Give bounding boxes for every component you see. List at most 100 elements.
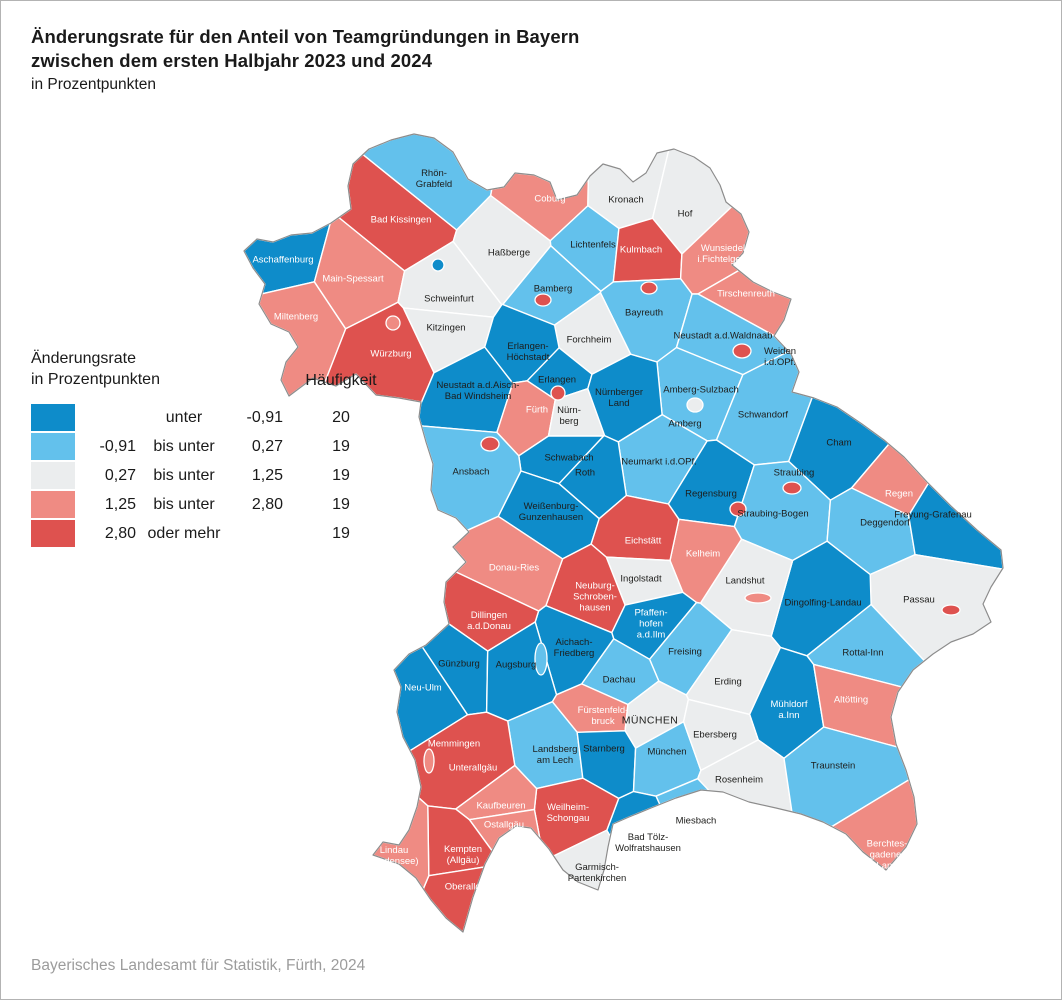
district-label-garmisch-partenkirchen: Garmisch-Partenkirchen xyxy=(568,862,627,884)
district-label-nuernberger-land: Nürnberger Land xyxy=(595,387,643,409)
district-label-weiden: Weiden i.d.OPf. xyxy=(764,346,796,368)
district-label-hassberge: Haßberge xyxy=(488,248,530,259)
page-header: Änderungsrate für den Anteil von Teamgrü… xyxy=(31,25,579,95)
district-label-berchtesgadener-land: Berchtes-gadener Land xyxy=(867,839,908,872)
district-label-cham: Cham xyxy=(826,438,851,449)
district-label-straubing: Straubing xyxy=(774,468,815,479)
district-label-muehldorf: Mühldorf a.Inn xyxy=(771,699,808,721)
district-label-neumarkt: Neumarkt i.d.OPf. xyxy=(621,457,697,468)
district-label-erding: Erding xyxy=(714,677,741,688)
district-label-starnberg: Starnberg xyxy=(583,744,625,755)
district-label-dingolfing-landau: Dingolfing-Landau xyxy=(784,598,861,609)
district-label-forchheim: Forchheim xyxy=(567,335,612,346)
district-label-guenzburg: Günzburg xyxy=(438,659,480,670)
city-spot-fuerth-city xyxy=(550,385,566,401)
district-label-eichstaett: Eichstätt xyxy=(625,536,662,547)
city-spot-schweinfurt-city xyxy=(431,258,445,272)
district-label-dillingen: Dillingen a.d.Donau xyxy=(467,610,511,632)
district-label-kulmbach: Kulmbach xyxy=(620,245,662,256)
legend-class-frequency-1: 19 xyxy=(332,437,350,455)
district-label-landsberg: Landsberg am Lech xyxy=(533,744,578,766)
legend-class-from-1: -0,91 xyxy=(99,437,136,455)
legend-class-to-2: 1,25 xyxy=(251,466,283,484)
city-spot-bamberg-city xyxy=(534,293,552,307)
city-spot-amberg-city xyxy=(686,397,704,413)
legend-class-to-3: 2,80 xyxy=(251,495,283,513)
map-district-labels: Aschaffenburg Miltenberg Main-Spessart Bad … xyxy=(252,168,971,893)
legend-class-frequency-0: 20 xyxy=(332,408,350,426)
district-label-unterallgaeu: Unterallgäu xyxy=(449,763,498,774)
city-spot-ansbach-city xyxy=(480,436,500,452)
legend-heading-line2: in Prozentpunkten xyxy=(31,371,160,388)
legend-class-frequency-4: 19 xyxy=(332,524,350,542)
district-label-altoetting: Altötting xyxy=(834,695,868,706)
district-label-erlangen: Erlangen xyxy=(538,375,576,386)
legend-class-to-0: -0,91 xyxy=(246,408,283,426)
district-label-passau: Passau xyxy=(903,595,935,606)
legend-class-relation-0: unter xyxy=(165,408,203,426)
district-label-oberallgaeu: Oberallgäu xyxy=(445,882,491,893)
district-label-neustadt-waldnaab: Neustadt a.d.Waldnaab xyxy=(674,331,773,342)
district-label-neustadt-aisch: Neustadt a.d.Aisch-Bad Windsheim xyxy=(437,380,520,402)
district-label-main-spessart: Main-Spessart xyxy=(322,274,384,285)
district-label-ingolstadt: Ingolstadt xyxy=(620,574,662,585)
district-label-lindau: Lindau (Bodensee) xyxy=(369,845,418,867)
district-label-rosenheim: Rosenheim xyxy=(715,775,763,786)
district-label-ostallgaeu: Ostallgäu xyxy=(484,820,524,831)
legend-color-swatch-2 xyxy=(31,462,75,489)
district-label-neu-ulm: Neu-Ulm xyxy=(404,683,442,694)
district-label-ansbach: Ansbach xyxy=(453,467,490,478)
district-label-amberg: Amberg xyxy=(668,419,701,430)
district-label-bamberg: Bamberg xyxy=(534,284,573,295)
legend-grid: Änderungsrate in Prozentpunkten Häufigke… xyxy=(31,350,399,547)
district-label-regen: Regen xyxy=(885,489,913,500)
map-districts xyxy=(243,133,1004,933)
district-label-kempten: Kempten (Allgäu) xyxy=(444,844,482,866)
map-state-outline xyxy=(243,133,1004,933)
district-label-hof: Hof xyxy=(678,209,693,220)
district-label-kitzingen: Kitzingen xyxy=(426,323,465,334)
city-spot-regensburg-city xyxy=(729,501,747,517)
city-spot-bayreuth-city xyxy=(640,281,658,295)
district-label-donau-ries: Donau-Ries xyxy=(489,563,539,574)
legend-class-relation-2: bis unter xyxy=(153,466,215,484)
district-label-wunsiedel: Wunsiedel i.Fichtelgeb. xyxy=(697,243,748,265)
district-label-fuerth: Fürth xyxy=(526,405,548,416)
district-label-miesbach: Miesbach xyxy=(676,816,717,827)
district-label-nuernberg: Nürn-berg xyxy=(557,405,581,427)
district-label-miltenberg: Miltenberg xyxy=(274,312,318,323)
district-label-muenchen-stadt: MÜNCHEN xyxy=(622,715,678,727)
legend-class-to-1: 0,27 xyxy=(251,437,283,455)
district-label-memmingen: Memmingen xyxy=(428,739,480,750)
district-label-traunstein: Traunstein xyxy=(811,761,856,772)
legend-color-swatch-0 xyxy=(31,404,75,431)
page-title-line1: Änderungsrate für den Anteil von Teamgrü… xyxy=(31,26,580,47)
district-label-coburg: Coburg xyxy=(534,194,565,205)
district-label-bad-toelz: Bad Tölz-Wolfratshausen xyxy=(615,832,681,854)
district-label-weilheim-schongau: Weilheim-Schongau xyxy=(547,802,590,824)
city-spot-wuerzburg-city xyxy=(385,315,401,331)
district-label-aichach-friedberg: Aichach-Friedberg xyxy=(554,637,595,659)
district-label-aschaffenburg: Aschaffenburg xyxy=(252,255,313,266)
district-label-neuburg-schrobenhausen: Neuburg-Schroben-hausen xyxy=(573,581,617,614)
legend-color-swatch-3 xyxy=(31,491,75,518)
district-label-bad-kissingen: Bad Kissingen xyxy=(371,215,432,226)
legend-class-relation-1: bis unter xyxy=(153,437,215,455)
district-label-straubing-bogen: Straubing-Bogen xyxy=(737,509,808,520)
legend-class-from-2: 0,27 xyxy=(104,466,136,484)
district-label-landshut: Landshut xyxy=(725,576,764,587)
district-label-rottal-inn: Rottal-Inn xyxy=(842,648,883,659)
district-label-amberg-sulzbach: Amberg-Sulzbach xyxy=(663,385,739,396)
legend-class-relation-4: oder mehr xyxy=(147,524,221,542)
district-label-fuerstenfeldbruck: Fürstenfeld-bruck xyxy=(578,705,629,727)
district-label-rhoen-grabfeld: Rhön-Grabfeld xyxy=(416,168,452,190)
legend-class-from-3: 1,25 xyxy=(104,495,136,513)
district-label-lichtenfels: Lichtenfels xyxy=(570,240,616,251)
district-label-ebersberg: Ebersberg xyxy=(693,730,737,741)
district-label-freising: Freising xyxy=(668,647,702,658)
city-spot-landshut-city xyxy=(744,592,772,604)
district-label-regensburg: Regensburg xyxy=(685,489,737,500)
district-label-erlangen-hoechstadt: Erlangen-Höchstadt xyxy=(507,341,550,363)
